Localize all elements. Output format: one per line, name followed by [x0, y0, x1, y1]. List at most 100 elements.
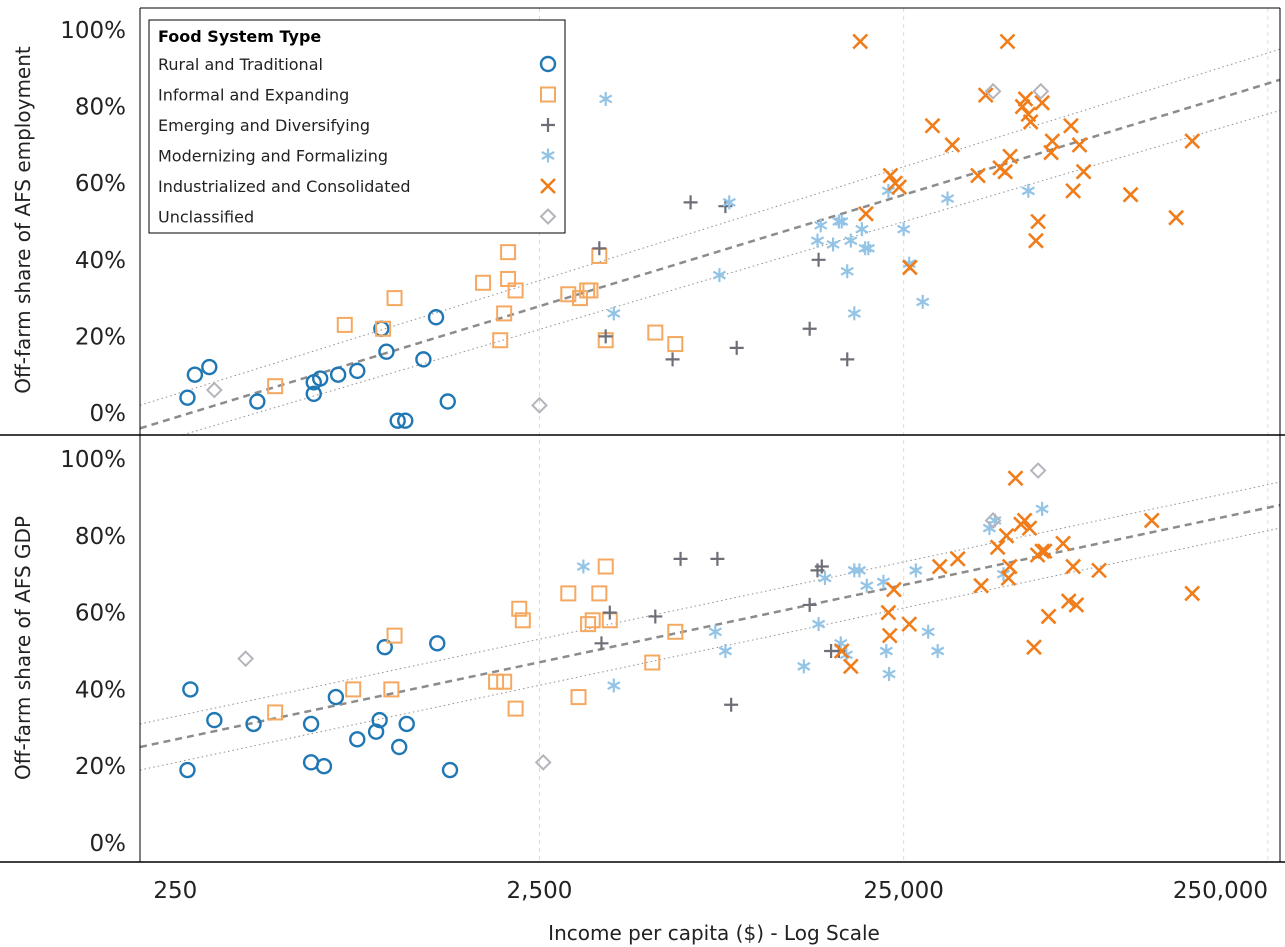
data-point-shape — [386, 627, 403, 644]
data-point — [840, 352, 855, 367]
y-tick-label: 40% — [75, 248, 126, 274]
x-tick-label: 25,000 — [863, 878, 943, 904]
data-point — [492, 332, 509, 349]
data-point — [1001, 558, 1018, 575]
data-point — [383, 681, 400, 698]
data-point — [667, 336, 684, 353]
data-point-shape — [245, 715, 262, 733]
data-point — [1021, 520, 1038, 537]
data-point — [1017, 91, 1034, 107]
data-point-shape — [1168, 209, 1185, 226]
data-point-shape — [237, 650, 255, 668]
legend-entry-label: Modernizing and Formalizing — [158, 147, 388, 166]
data-point — [598, 329, 613, 344]
data-point-shape — [984, 82, 1002, 100]
data-point-shape — [998, 527, 1015, 544]
data-point-shape — [882, 667, 896, 682]
data-point-shape — [349, 362, 366, 380]
data-point-shape — [1026, 639, 1042, 656]
x-axis-label: Income per capita ($) - Log Scale — [548, 921, 880, 945]
data-point — [345, 681, 362, 698]
data-point — [860, 578, 874, 593]
data-point — [840, 264, 854, 279]
data-point-shape — [576, 559, 591, 574]
data-point — [415, 351, 432, 368]
data-point-shape — [1034, 94, 1051, 111]
data-point-shape — [186, 366, 204, 383]
data-point-shape — [970, 167, 986, 184]
data-point — [708, 624, 722, 639]
data-point-shape — [860, 578, 874, 593]
data-point-shape — [1034, 543, 1051, 560]
data-point-shape — [973, 577, 990, 594]
data-point — [302, 715, 320, 733]
data-point-shape — [492, 332, 509, 349]
data-point-shape — [441, 761, 459, 779]
data-point — [901, 616, 918, 633]
data-point-shape — [345, 681, 362, 698]
data-point-shape — [371, 711, 388, 729]
data-point-shape — [389, 412, 406, 429]
data-point-shape — [386, 290, 403, 307]
data-point — [267, 378, 284, 395]
data-point — [607, 306, 621, 321]
data-point-shape — [916, 294, 930, 309]
y-tick-label: 80% — [75, 524, 126, 550]
data-point-shape — [852, 563, 867, 578]
data-point-shape — [1044, 133, 1061, 149]
data-point-shape — [997, 163, 1014, 180]
data-point-shape — [931, 558, 948, 575]
data-point — [1022, 114, 1039, 130]
data-point-shape — [594, 636, 609, 651]
data-point-shape — [179, 761, 196, 779]
data-point-shape — [1184, 133, 1201, 149]
data-point-shape — [667, 623, 684, 640]
data-point — [901, 259, 918, 276]
data-point-shape — [802, 597, 817, 612]
data-point — [439, 393, 456, 410]
legend-entry-marker — [540, 86, 556, 103]
data-point — [1184, 585, 1201, 602]
trend-line — [140, 503, 1280, 749]
data-point-shape — [1040, 608, 1057, 625]
data-point-shape — [534, 753, 552, 771]
legend-box — [148, 19, 566, 234]
data-point — [973, 577, 990, 594]
data-point — [1060, 593, 1077, 609]
data-point — [842, 658, 859, 675]
data-point-shape — [378, 343, 395, 360]
data-point-shape — [683, 195, 698, 210]
data-point-shape — [1075, 163, 1092, 180]
data-point — [1021, 183, 1035, 198]
y-tick-label: 40% — [75, 677, 126, 703]
data-point — [592, 241, 607, 256]
data-point — [1032, 82, 1050, 100]
data-point-shape — [944, 136, 961, 153]
data-point-shape — [570, 689, 587, 706]
data-point — [1075, 163, 1092, 180]
data-point — [534, 753, 552, 771]
data-point-shape — [267, 378, 284, 395]
y-tick-label: 100% — [60, 447, 126, 473]
data-point-shape — [249, 393, 266, 410]
data-point-shape — [427, 309, 445, 326]
data-point — [1030, 213, 1047, 230]
data-point — [885, 581, 902, 598]
y-tick-label: 0% — [90, 831, 127, 857]
data-point-shape — [607, 678, 621, 693]
data-point-shape — [1032, 82, 1050, 100]
data-point — [378, 343, 395, 360]
data-point — [1071, 136, 1088, 153]
data-point-shape — [329, 366, 347, 383]
data-point-shape — [852, 33, 869, 50]
data-point-shape — [648, 609, 663, 624]
data-point — [1143, 512, 1160, 529]
data-point — [997, 163, 1014, 180]
data-point-shape — [376, 638, 393, 656]
data-point-shape — [814, 559, 829, 574]
data-point — [921, 624, 935, 639]
data-point — [336, 316, 353, 333]
data-point-shape — [1002, 148, 1018, 165]
data-point — [329, 366, 347, 383]
